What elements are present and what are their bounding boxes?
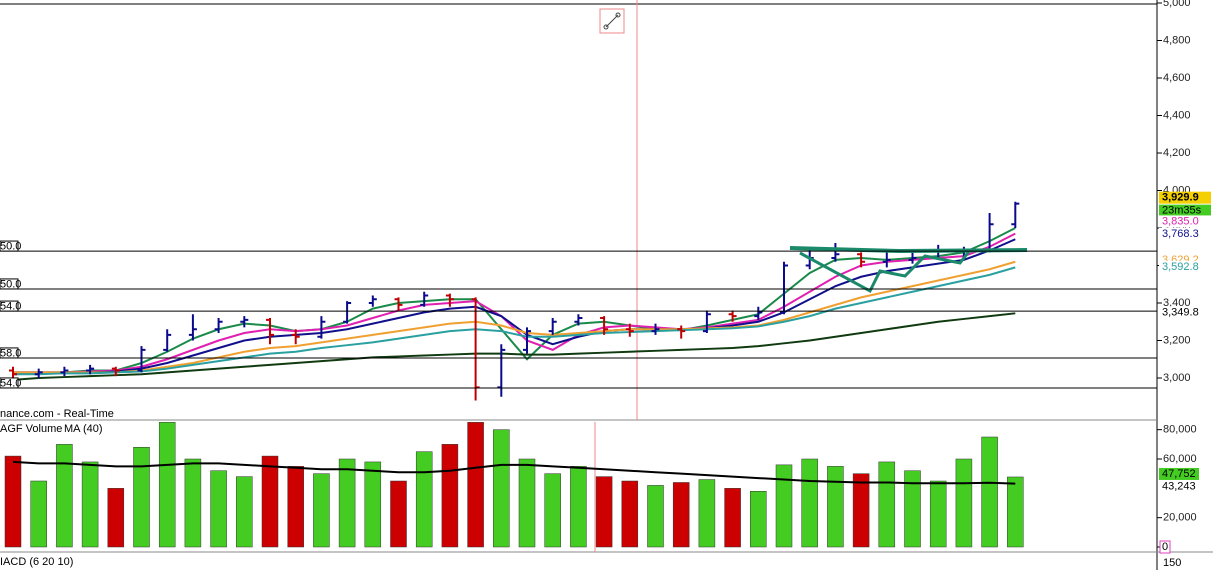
volume-bar <box>621 480 639 548</box>
price-label: 3,768.3 <box>1162 228 1199 240</box>
price-label-box <box>1159 306 1211 319</box>
y-tick-label: 80,000 <box>1163 424 1197 436</box>
volume-bar <box>827 466 844 548</box>
level-tag: 50.0 <box>0 240 21 252</box>
volume-label-box <box>1159 480 1199 493</box>
volume-bar <box>107 488 125 548</box>
volume-bar <box>390 480 407 548</box>
y-tick-label: 4,600 <box>1163 72 1191 84</box>
level-tag-box <box>0 278 19 290</box>
macd-title: IACD (6 20 10) <box>0 556 73 568</box>
volume-bar <box>929 480 947 548</box>
volume-ma-label: MA (40) <box>64 423 103 435</box>
volume-bar <box>441 444 459 548</box>
level-tag-box <box>0 377 19 389</box>
level-tag: 50.0 <box>0 278 21 290</box>
volume-bar <box>133 447 150 548</box>
level-tag-box <box>0 300 19 312</box>
volume-bar <box>904 470 921 548</box>
volume-bar <box>518 458 536 548</box>
moving-average <box>13 238 1016 374</box>
volume-bar <box>287 466 304 548</box>
moving-average <box>13 266 1016 376</box>
volume-bar <box>878 461 896 548</box>
volume-ma <box>12 460 1016 485</box>
volume-bar <box>981 436 998 548</box>
volume-bar <box>467 422 484 548</box>
volume-bar <box>493 429 510 548</box>
tool-icon <box>615 12 621 18</box>
level-tag: 54.0 <box>0 377 21 389</box>
volume-bar <box>236 476 253 548</box>
price-label: 3,929.9 <box>1162 192 1199 204</box>
volume-bar <box>647 485 664 548</box>
y-tick-label: 4,400 <box>1163 109 1191 121</box>
volume-bar <box>158 422 176 548</box>
volume-bar <box>210 470 227 548</box>
volume-bar <box>750 491 767 548</box>
y-tick-label: 4,800 <box>1163 34 1191 46</box>
volume-bar <box>698 479 716 548</box>
volume-bar <box>724 488 741 548</box>
volume-title: AGF Volume <box>0 423 62 435</box>
price-label: 3,592.8 <box>1162 261 1199 273</box>
moving-average <box>13 260 1016 374</box>
macd-tick-label: 150 <box>1163 557 1181 569</box>
tool-icon <box>605 14 619 28</box>
y-tick-label: 0 <box>1162 541 1168 553</box>
price-label: 3,349.8 <box>1162 306 1199 318</box>
price-label-box <box>1159 215 1211 228</box>
moving-average <box>12 227 1016 376</box>
level-tag-box <box>0 347 19 359</box>
volume-bar <box>184 458 202 548</box>
price-panel <box>9 201 1020 401</box>
volume-bar <box>672 482 690 548</box>
y-tick-label: 3,400 <box>1163 297 1191 309</box>
volume-bar <box>364 461 382 548</box>
volume-bar <box>595 476 613 548</box>
timer-box <box>1159 204 1211 217</box>
volume-bar <box>801 458 818 548</box>
timer: 23m35s <box>1162 205 1202 217</box>
price-label: 3,835.0 <box>1162 215 1199 227</box>
y-tick-label: 20,000 <box>1163 512 1197 524</box>
volume-bar <box>775 464 793 548</box>
volume-bar <box>56 444 73 548</box>
volume-label: 43,243 <box>1162 480 1196 492</box>
y-tick-label: 3,200 <box>1163 334 1191 346</box>
moving-average <box>12 312 1016 381</box>
y-tick-label: 3,000 <box>1163 372 1191 384</box>
volume-label: 47,752 <box>1162 468 1196 480</box>
volume-bar <box>261 455 279 548</box>
volume-bar <box>570 466 587 548</box>
volume-bar <box>313 473 330 548</box>
volume-bar <box>852 473 870 548</box>
volume-bar <box>1007 476 1024 548</box>
volume-bar <box>338 458 356 548</box>
data-source: nance.com - Real-Time <box>0 408 114 420</box>
volume-panel <box>4 422 1024 548</box>
level-tag-box <box>0 240 19 252</box>
price-label-box <box>1159 260 1211 273</box>
y-tick-label: 5,000 <box>1163 0 1191 9</box>
volume-bar <box>415 451 433 548</box>
zero-tick-box <box>1159 540 1171 554</box>
tool-icon <box>603 24 609 30</box>
y-tick-label: 60,000 <box>1163 453 1197 465</box>
volume-bar <box>544 473 561 548</box>
volume-bar <box>4 455 22 548</box>
drawn-trendline <box>799 249 972 294</box>
level-tag: 54.0 <box>0 300 21 312</box>
volume-label-box <box>1159 467 1199 480</box>
volume-bar <box>955 458 973 548</box>
y-tick-label: 4,200 <box>1163 147 1191 159</box>
volume-bar <box>81 461 99 548</box>
price-label-box <box>1159 227 1211 240</box>
volume-bar <box>30 480 47 548</box>
price-label-box <box>1159 191 1211 204</box>
level-tag: 58.0 <box>0 347 21 359</box>
